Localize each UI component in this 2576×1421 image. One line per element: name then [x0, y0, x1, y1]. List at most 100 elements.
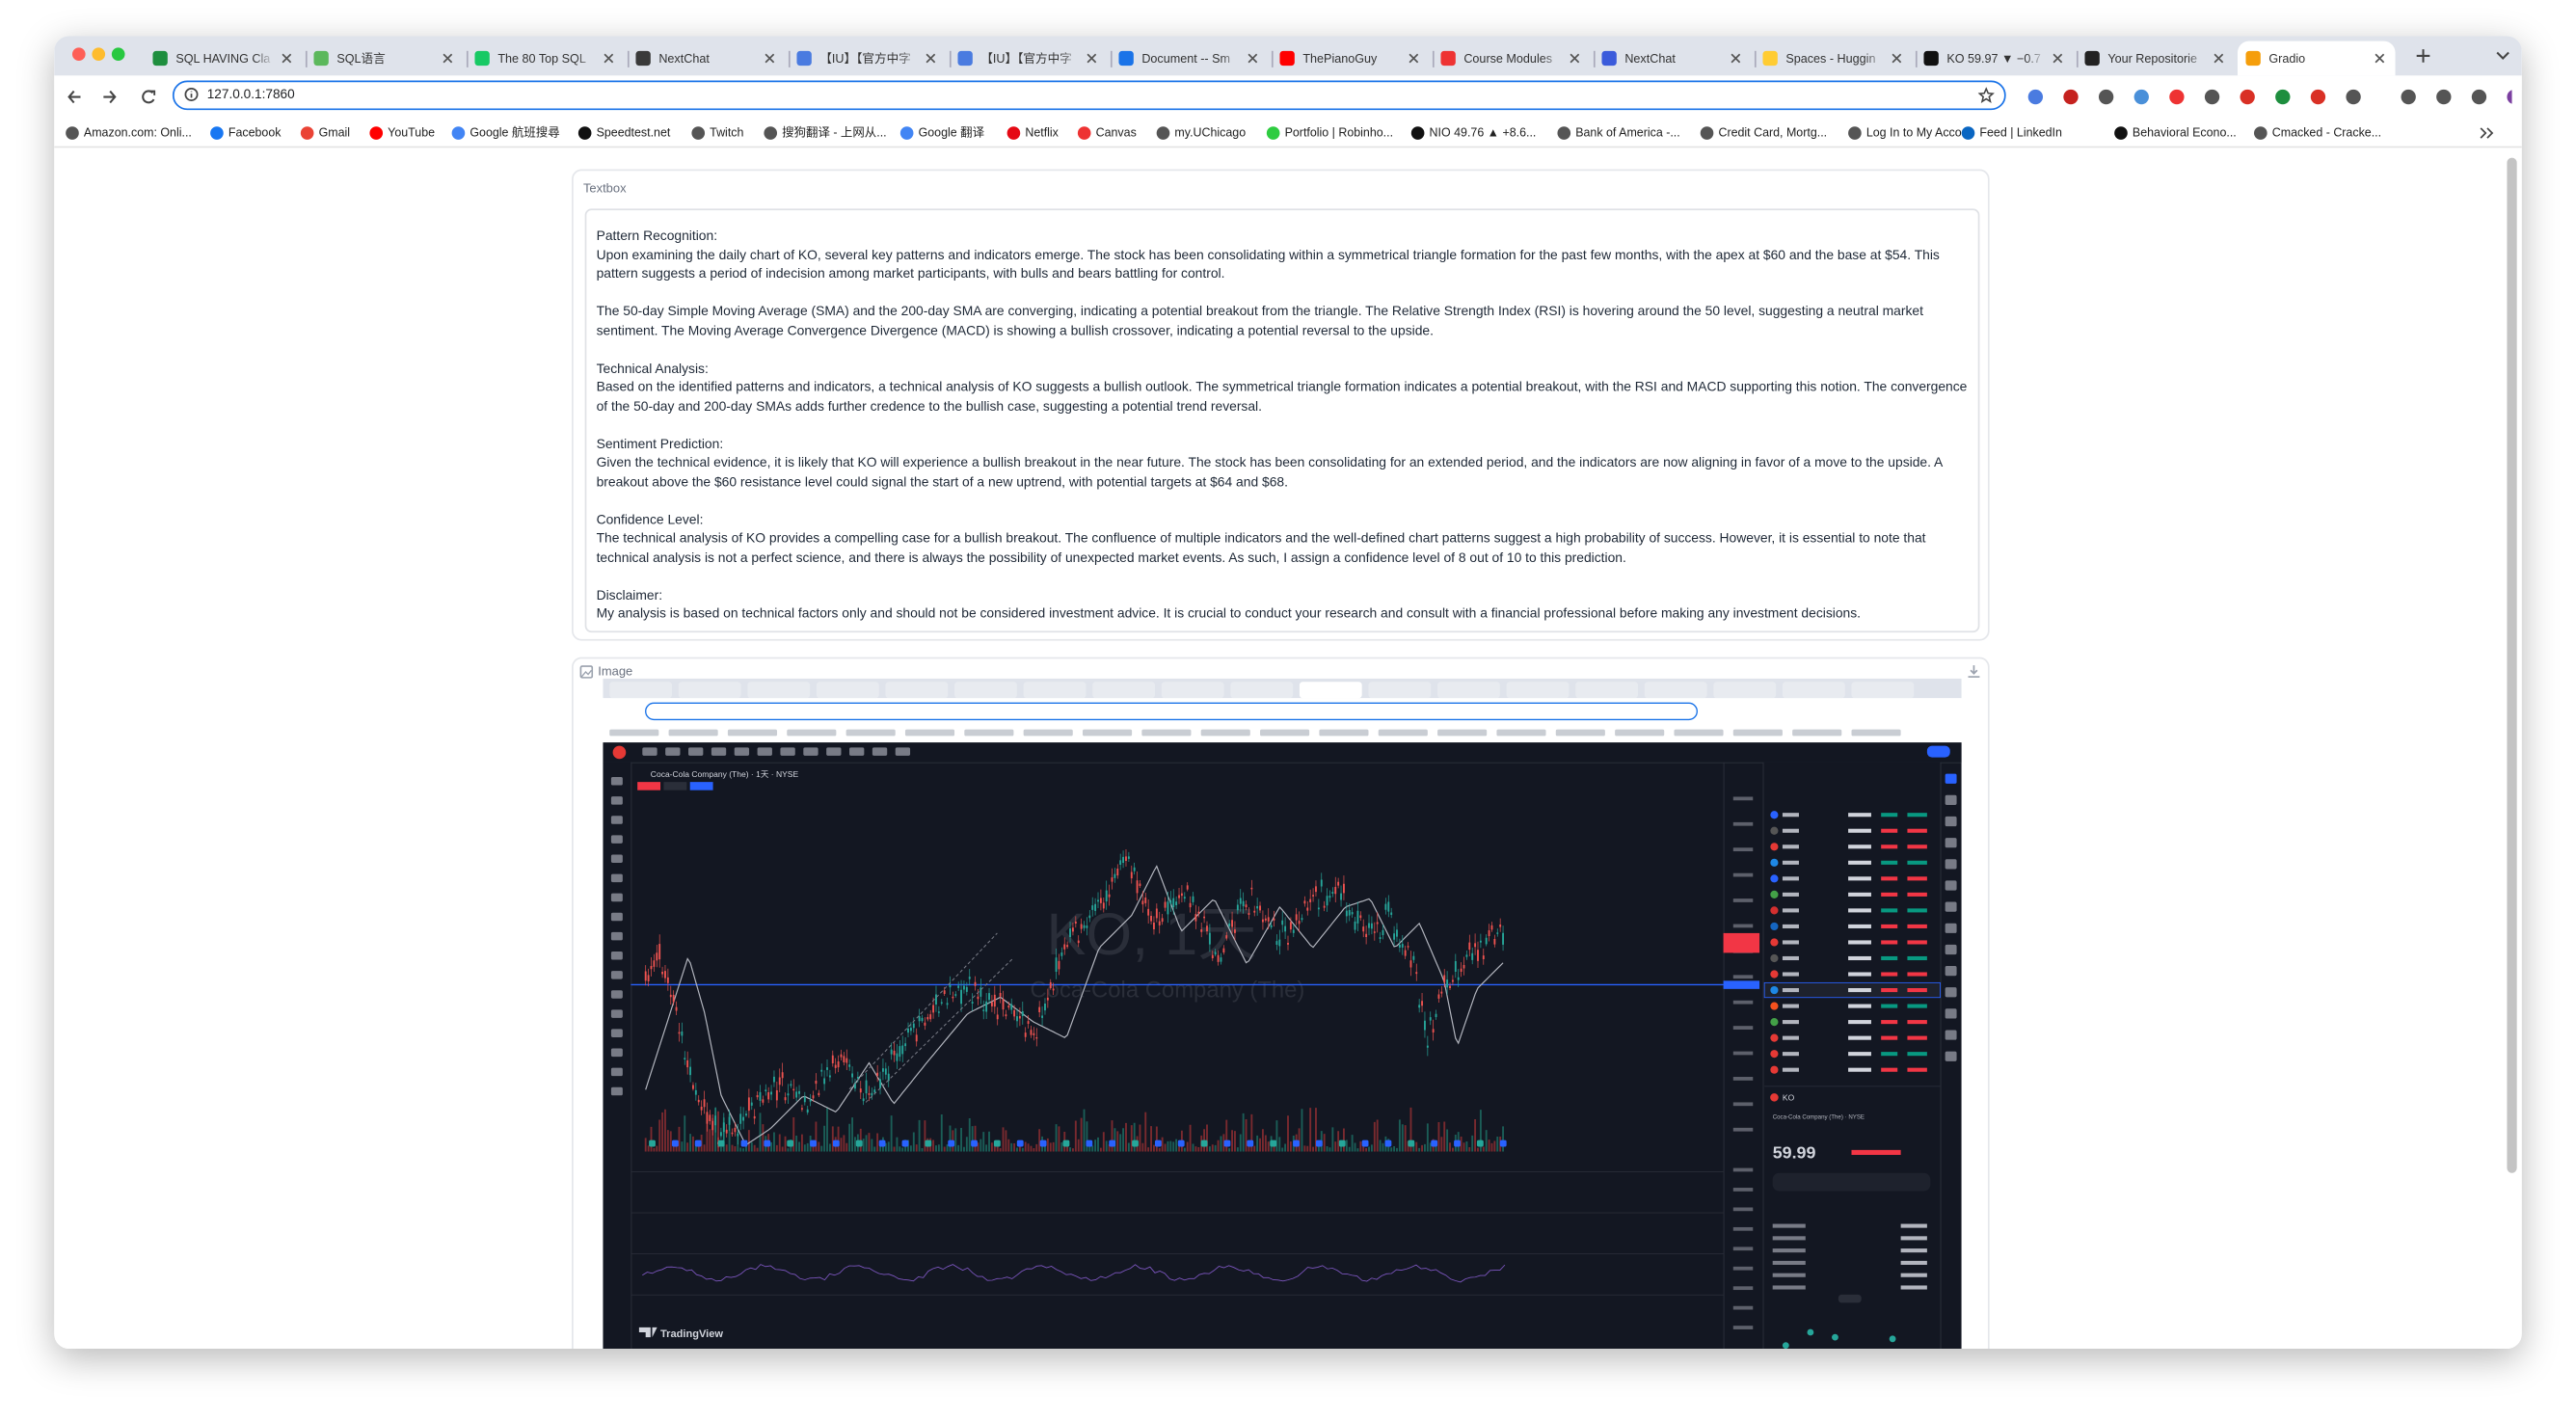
bookmark[interactable]: Netflix — [1006, 123, 1059, 142]
tab[interactable]: Gradio — [2237, 40, 2396, 76]
inner-bookmark — [1615, 729, 1665, 737]
extension-icon[interactable] — [2507, 90, 2512, 104]
extension-icon[interactable] — [2310, 89, 2326, 105]
tab[interactable]: Spaces - Huggin — [1755, 41, 1913, 76]
detail-toggle — [1838, 1294, 1862, 1303]
zoom-button[interactable] — [111, 47, 125, 62]
new-tab-button[interactable] — [2415, 47, 2431, 64]
inner-bookmark — [964, 729, 1014, 737]
tab-title: ThePianoGuy — [1302, 50, 1378, 67]
bookmark[interactable]: Log In to My Acco... — [1848, 123, 1972, 142]
bookmark[interactable]: my.UChicago — [1156, 123, 1246, 142]
bookmark[interactable]: Behavioral Econo... — [2114, 123, 2237, 142]
bookmark-title: Behavioral Econo... — [2132, 124, 2237, 140]
tab-close[interactable] — [2213, 53, 2224, 65]
site-info-icon[interactable] — [184, 87, 199, 101]
price-tag — [637, 782, 661, 791]
watchlist-symbol — [1782, 876, 1799, 881]
tab-close[interactable] — [2374, 53, 2385, 65]
extension-icon[interactable] — [2436, 89, 2452, 105]
extension-icon[interactable] — [2240, 89, 2255, 105]
tab[interactable]: NextChat — [1594, 41, 1752, 76]
bookmark-star[interactable] — [1977, 87, 1995, 103]
tab[interactable]: KO 59.97 ▼ −0.7 — [1916, 41, 2074, 76]
bookmark[interactable]: Credit Card, Mortg... — [1700, 123, 1827, 142]
bookmark[interactable]: Canvas — [1077, 123, 1137, 142]
watchlist-price — [1848, 1004, 1871, 1008]
extension-icon[interactable] — [2401, 89, 2416, 105]
bookmark[interactable]: YouTube — [369, 123, 435, 142]
tab-search-button[interactable] — [2496, 49, 2510, 63]
address-bar[interactable]: 127.0.0.1:7860 — [172, 80, 2006, 111]
bookmark[interactable]: Portfolio | Robinho... — [1266, 123, 1393, 142]
close-button[interactable] — [71, 47, 86, 62]
bookmark[interactable]: 搜狗翻译 - 上网从... — [764, 123, 887, 142]
bookmark[interactable]: Twitch — [691, 123, 743, 142]
extensions[interactable] — [2019, 84, 2512, 110]
tab-close[interactable] — [281, 53, 292, 65]
stat-label — [1772, 1236, 1806, 1241]
event-marker — [694, 1139, 702, 1147]
tab-close[interactable] — [603, 53, 614, 65]
inner-tab — [885, 682, 949, 699]
tab[interactable]: SQL HAVING Cla — [145, 41, 303, 76]
tab-close[interactable] — [1408, 53, 1419, 65]
bookmark[interactable]: Google 翻译 — [899, 123, 984, 142]
extension-icon[interactable] — [2063, 89, 2079, 105]
download-button[interactable] — [1967, 663, 1981, 678]
extension-icon[interactable] — [2098, 89, 2114, 105]
tv-background — [603, 742, 1962, 1350]
tab[interactable]: The 80 Top SQL — [467, 41, 625, 76]
bookmark[interactable]: Cmacked - Cracke... — [2254, 123, 2381, 142]
minimize-button[interactable] — [92, 47, 106, 62]
bookmark[interactable]: Feed | LinkedIn — [1961, 123, 2062, 142]
extension-icon[interactable] — [2204, 89, 2220, 105]
bookmark[interactable]: Gmail — [300, 123, 350, 142]
event-marker — [1154, 1139, 1162, 1147]
tab-close[interactable] — [1569, 53, 1580, 65]
bookmark[interactable]: Bank of America -... — [1557, 123, 1680, 142]
tab-close[interactable] — [925, 53, 936, 65]
tab[interactable]: Course Modules — [1433, 41, 1591, 76]
event-marker — [855, 1139, 863, 1147]
bookmark[interactable]: Amazon.com: Onli... — [66, 123, 192, 142]
tab-close[interactable] — [442, 53, 453, 65]
inner-bookmark — [1260, 729, 1310, 737]
scrollbar[interactable] — [2507, 157, 2517, 1173]
extension-icon[interactable] — [2471, 89, 2487, 105]
extension-icon[interactable] — [2133, 89, 2149, 105]
tab-close[interactable] — [1730, 53, 1741, 65]
tab[interactable]: Document -- Sm — [1111, 41, 1269, 76]
tab[interactable]: ThePianoGuy — [1272, 41, 1430, 76]
watchlist-icon — [1770, 826, 1779, 835]
stat-label — [1772, 1285, 1806, 1290]
extension-icon[interactable] — [2346, 89, 2361, 105]
section-heading: Pattern Recognition: — [596, 228, 718, 244]
tab-separator — [466, 50, 469, 67]
nav-buttons[interactable] — [67, 87, 182, 106]
tab-close[interactable] — [2052, 53, 2063, 65]
bookmark[interactable]: Speedtest.net — [577, 123, 670, 142]
tab[interactable]: NextChat — [628, 41, 786, 76]
watchlist-symbol — [1782, 1020, 1799, 1025]
tab-close[interactable] — [1891, 53, 1902, 65]
tab[interactable]: Your Repositorie — [2077, 41, 2235, 76]
tab-close[interactable] — [1247, 53, 1258, 65]
watchlist-change — [1881, 860, 1898, 865]
bookmark[interactable]: NIO 49.76 ▲ +8.6... — [1410, 123, 1536, 142]
extension-icon[interactable] — [2275, 89, 2291, 105]
extension-icon[interactable] — [2169, 89, 2185, 105]
textbox[interactable]: Pattern Recognition: Upon examining the d… — [584, 208, 1980, 633]
bookmark[interactable]: Facebook — [210, 123, 281, 142]
tab-close[interactable] — [764, 53, 775, 65]
tab-close[interactable] — [1086, 53, 1097, 65]
watchlist-change — [1881, 813, 1898, 818]
bookmark[interactable]: Google 航班搜尋 — [451, 123, 560, 142]
tab[interactable]: 【IU】【官方中字 — [789, 41, 947, 76]
event-marker — [717, 1139, 725, 1147]
more-bookmarks[interactable] — [2479, 126, 2494, 140]
tab[interactable]: SQL语言 — [306, 41, 464, 76]
extension-icon[interactable] — [2027, 89, 2044, 105]
watchlist-icon — [1770, 970, 1779, 979]
tab[interactable]: 【IU】【官方中字 — [950, 41, 1108, 76]
